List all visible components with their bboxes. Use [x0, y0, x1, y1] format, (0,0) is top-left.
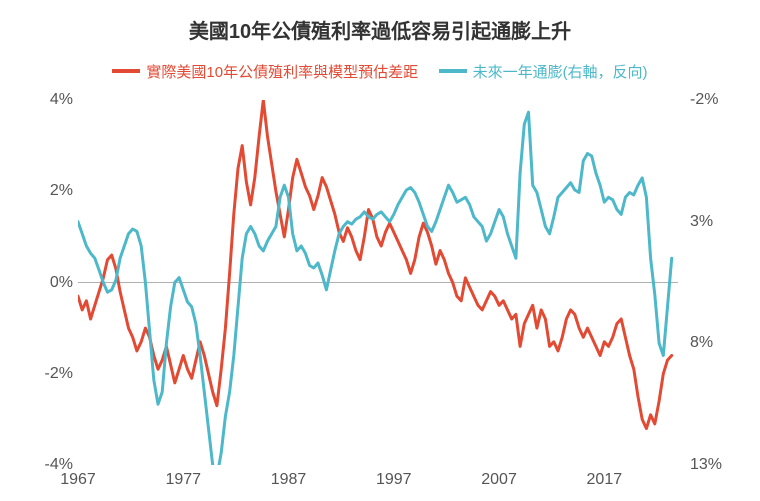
series-bond_gap — [78, 100, 672, 429]
plot-area — [78, 100, 678, 465]
x-tick-label: 2007 — [481, 471, 517, 489]
legend-swatch-1 — [439, 69, 467, 73]
legend-swatch-0 — [112, 69, 140, 73]
series-inflation — [78, 112, 672, 465]
y-right-tick-label: 8% — [690, 334, 713, 352]
x-tick-label: 1997 — [376, 471, 412, 489]
x-tick-label: 1987 — [271, 471, 307, 489]
y-left-tick-label: 2% — [28, 182, 73, 200]
x-tick-label: 2017 — [587, 471, 623, 489]
y-left-tick-label: 4% — [28, 91, 73, 109]
chart-title: 美國10年公債殖利率過低容易引起通膨上升 — [0, 15, 760, 44]
y-right-tick-label: -2% — [690, 91, 718, 109]
y-left-tick-label: -2% — [28, 365, 73, 383]
x-tick-label: 1977 — [165, 471, 201, 489]
y-right-tick-label: 3% — [690, 213, 713, 231]
legend: 實際美國10年公債殖利率與模型預估差距 未來一年通膨(右軸，反向) — [0, 60, 760, 82]
y-right-tick-label: 13% — [690, 456, 722, 474]
legend-label-0: 實際美國10年公債殖利率與模型預估差距 — [146, 61, 418, 82]
legend-item-1: 未來一年通膨(右軸，反向) — [439, 61, 648, 82]
legend-label-1: 未來一年通膨(右軸，反向) — [473, 61, 648, 82]
y-left-tick-label: 0% — [28, 274, 73, 292]
chart-container: 美國10年公債殖利率過低容易引起通膨上升 實際美國10年公債殖利率與模型預估差距… — [0, 0, 760, 501]
y-left-tick-label: -4% — [28, 456, 73, 474]
legend-item-0: 實際美國10年公債殖利率與模型預估差距 — [112, 61, 418, 82]
